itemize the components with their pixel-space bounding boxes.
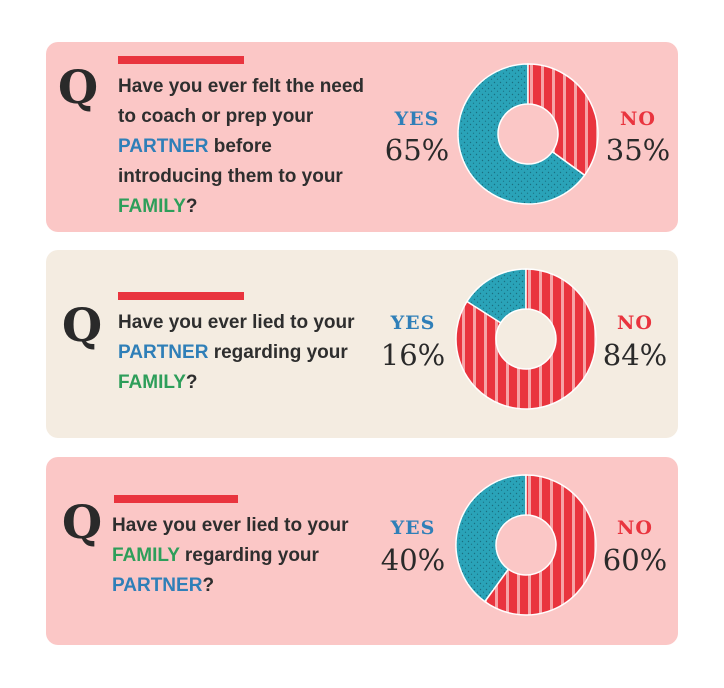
no-slice bbox=[527, 63, 599, 177]
question-text-segment: ? bbox=[185, 372, 198, 393]
accent-bar bbox=[118, 56, 244, 64]
q-mark: Q bbox=[58, 60, 99, 114]
no-percent: 35% bbox=[605, 133, 671, 167]
no-label: NO bbox=[617, 312, 653, 334]
no-percent: 60% bbox=[602, 543, 668, 577]
question-text-segment: ? bbox=[202, 575, 215, 596]
question-keyword: PARTNER bbox=[118, 136, 209, 157]
question-text-segment: Have you ever lied to your bbox=[112, 515, 349, 536]
donut-chart bbox=[455, 268, 597, 410]
question-keyword: FAMILY bbox=[118, 372, 186, 393]
q-mark: Q bbox=[62, 298, 103, 352]
question-keyword: FAMILY bbox=[112, 545, 180, 566]
accent-bar bbox=[118, 292, 244, 300]
yes-label: YES bbox=[390, 312, 436, 334]
question-card-3: Q Have you ever lied to your FAMILY rega… bbox=[46, 457, 678, 645]
q-mark: Q bbox=[62, 495, 103, 549]
yes-percent: 65% bbox=[384, 133, 450, 167]
question-text: Have you ever felt the need to coach or … bbox=[118, 72, 368, 222]
question-keyword: FAMILY bbox=[118, 196, 186, 217]
question-keyword: PARTNER bbox=[112, 575, 203, 596]
question-text: Have you ever lied to your FAMILY regard… bbox=[112, 511, 374, 601]
no-slice bbox=[455, 268, 597, 410]
donut-chart bbox=[457, 63, 599, 205]
question-text-segment: Have you ever lied to your bbox=[118, 312, 355, 333]
no-label: NO bbox=[620, 108, 656, 130]
donut-chart bbox=[455, 474, 597, 616]
yes-percent: 16% bbox=[380, 338, 446, 372]
question-text-segment: before introducing them to your bbox=[118, 136, 343, 187]
no-label: NO bbox=[617, 517, 653, 539]
question-card-1: Q Have you ever felt the need to coach o… bbox=[46, 42, 678, 232]
question-text-segment: ? bbox=[185, 196, 198, 217]
question-text-segment: regarding your bbox=[179, 545, 319, 566]
question-text-segment: regarding your bbox=[208, 342, 348, 363]
question-text-segment: Have you ever felt the need to coach or … bbox=[118, 76, 365, 127]
yes-percent: 40% bbox=[380, 543, 446, 577]
yes-label: YES bbox=[394, 108, 440, 130]
yes-slice bbox=[455, 474, 527, 603]
question-keyword: PARTNER bbox=[118, 342, 209, 363]
question-card-2: Q Have you ever lied to your PARTNER reg… bbox=[46, 250, 678, 438]
no-slice bbox=[483, 474, 597, 616]
yes-slice bbox=[457, 63, 586, 205]
accent-bar bbox=[114, 495, 238, 503]
no-percent: 84% bbox=[602, 338, 668, 372]
question-text: Have you ever lied to your PARTNER regar… bbox=[118, 308, 380, 398]
yes-label: YES bbox=[390, 517, 436, 539]
